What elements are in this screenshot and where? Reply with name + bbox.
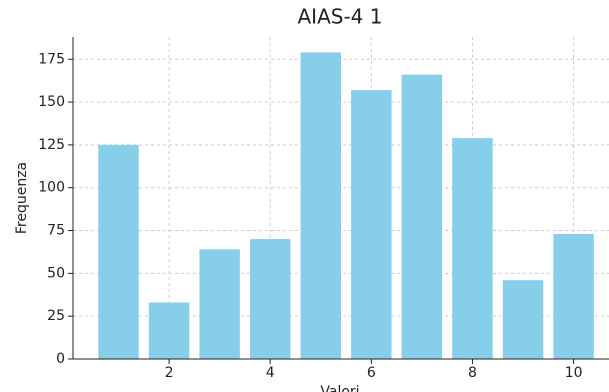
bar [502,280,544,359]
x-tick-label: 10 [565,365,583,381]
bar [553,233,594,359]
bar [452,138,493,359]
chart-title: AIAS-4 1 [298,5,383,29]
x-tick-label: 4 [266,365,275,381]
y-tick-label: 75 [47,223,65,239]
bar [148,302,190,359]
y-tick-label: 175 [38,51,65,67]
y-tick-label: 150 [38,94,65,110]
y-tick-label: 50 [47,265,65,281]
y-tick-label: 0 [56,351,65,367]
x-tick-label: 2 [165,365,174,381]
bar [98,144,139,359]
bar [401,74,443,360]
y-tick-label: 125 [38,137,65,153]
bar [351,90,392,360]
bar [300,52,341,360]
x-tick-label: 6 [367,365,376,381]
y-tick-label: 100 [38,180,65,196]
bar [199,249,240,359]
bar [249,239,291,359]
y-axis-label: Frequenza [14,162,30,234]
x-tick-label: 8 [468,365,477,381]
x-axis-label: Valori [320,384,359,392]
y-tick-label: 25 [47,308,65,324]
